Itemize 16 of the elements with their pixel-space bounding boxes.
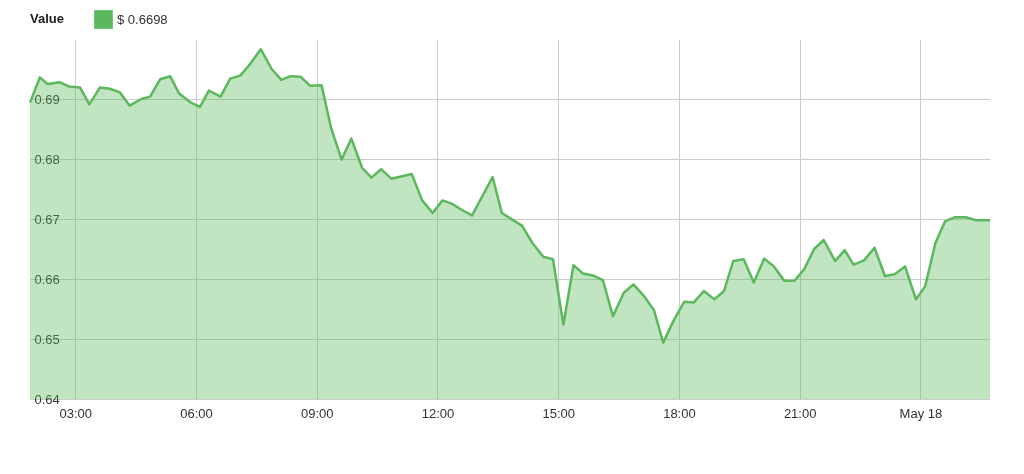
- x-tick-label: May 18: [899, 405, 943, 421]
- legend-title: Value: [30, 11, 64, 26]
- x-tick-label: 21:00: [783, 405, 817, 421]
- legend-label: $ 0.6698: [117, 11, 168, 27]
- y-tick-label: 0.64: [34, 391, 60, 407]
- x-tick-label: 09:00: [300, 405, 334, 421]
- x-tick-label: 15:00: [542, 405, 575, 421]
- x-tick-label: 18:00: [663, 405, 696, 421]
- y-tick-label: 0.66: [34, 271, 60, 287]
- x-tick-label: 03:00: [59, 405, 93, 421]
- x-tick-label: 06:00: [180, 405, 213, 421]
- y-tick-label: 0.68: [34, 151, 60, 167]
- y-tick-label: 0.67: [34, 211, 60, 227]
- x-tick-label: 12:00: [421, 405, 455, 421]
- y-tick-label: 0.65: [34, 331, 60, 347]
- y-tick-label: 0.69: [34, 91, 60, 107]
